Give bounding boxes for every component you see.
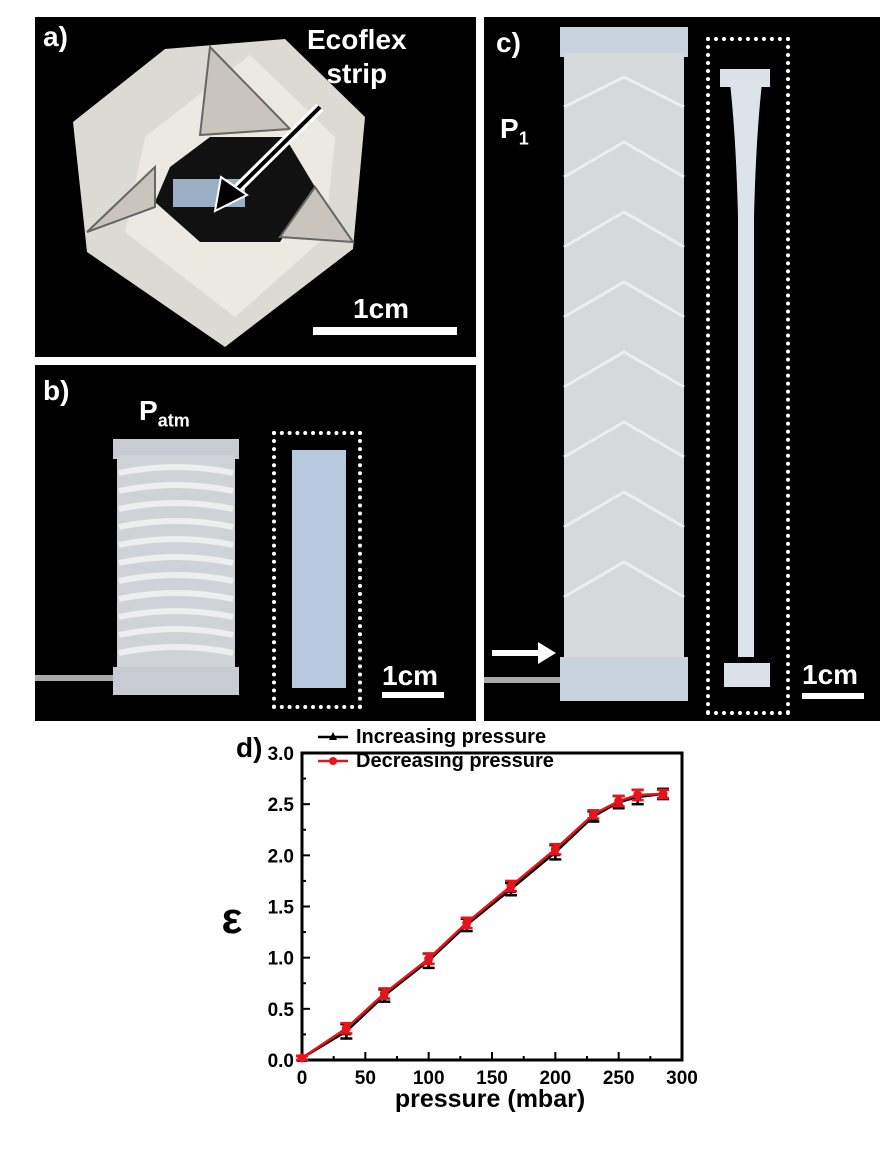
y-tick-label: 0.5 (268, 1000, 295, 1021)
data-point (297, 1053, 307, 1063)
panel-b-scale-label: 1cm (382, 660, 439, 691)
y-tick-label: 0.0 (268, 1051, 294, 1072)
panel-d-label: d) (236, 732, 262, 763)
y-axis-label: ε (222, 894, 243, 943)
data-point (633, 790, 643, 800)
compressed-actuator-image (35, 439, 346, 695)
data-point (424, 954, 434, 964)
annotation-arrow (213, 103, 324, 213)
stretched-strip-outline-box (706, 37, 790, 715)
strain-vs-pressure-chart: 0 50 100 150 200 250 300 0.0 0.5 1.0 1.5 2.0 2.5 3.0 p… (222, 726, 698, 1113)
data-point (658, 789, 668, 799)
panel-b-photo: b) Patm 1cm (35, 365, 476, 721)
series-line (301, 792, 664, 1059)
panel-c-scale-label: 1cm (802, 659, 859, 690)
panel-c-scale-bar (802, 693, 864, 699)
strip-outline-box (272, 431, 362, 709)
data-point (614, 796, 624, 806)
ecoflex-annotation: Ecoflex strip (307, 23, 407, 91)
annotation-line1: Ecoflex (307, 24, 407, 55)
x-axis-label: pressure (mbar) (395, 1085, 585, 1113)
panel-a-photo: a) Ecoflex strip 1cm (35, 17, 476, 357)
panel-a-label: a) (43, 21, 68, 52)
y-tick-label: 3.0 (268, 744, 294, 765)
y-tick-label: 2.5 (268, 795, 295, 816)
panel-c-pressure-label: P1 (500, 113, 529, 149)
y-tick-label: 1.0 (268, 949, 294, 970)
annotation-line2: strip (326, 58, 388, 89)
panel-b-pressure-label: Patm (139, 395, 190, 431)
base-arrow-icon (492, 642, 556, 664)
legend-marker (329, 732, 337, 740)
data-point (462, 918, 472, 928)
panel-a-scale-label: 1cm (353, 293, 410, 324)
legend-label: Decreasing pressure (356, 750, 554, 772)
panel-c-photo: c) P1 1cm (484, 17, 880, 721)
expanded-actuator-image (484, 27, 770, 701)
panel-b-scale-bar (382, 692, 444, 698)
data-point (588, 809, 598, 819)
y-tick-label: 2.0 (268, 846, 294, 867)
legend-marker (329, 757, 337, 765)
x-tick-label: 0 (297, 1068, 308, 1089)
x-tick-label: 100 (413, 1068, 445, 1089)
panel-c-label: c) (496, 27, 521, 58)
x-tick-label: 200 (539, 1068, 571, 1089)
hexagon-actuator-top-view-image (73, 39, 365, 347)
y-tick-label: 1.5 (268, 898, 295, 919)
data-point (379, 988, 389, 998)
x-tick-label: 50 (355, 1068, 376, 1089)
data-point (506, 881, 516, 891)
x-tick-label: 250 (603, 1068, 635, 1089)
data-point (550, 844, 560, 854)
panel-a-scale-bar (313, 327, 457, 335)
x-tick-label: 150 (476, 1068, 508, 1089)
x-tick-label: 300 (666, 1068, 698, 1089)
data-point (341, 1023, 351, 1033)
legend-label: Increasing pressure (356, 726, 546, 748)
panel-b-label: b) (43, 375, 70, 406)
